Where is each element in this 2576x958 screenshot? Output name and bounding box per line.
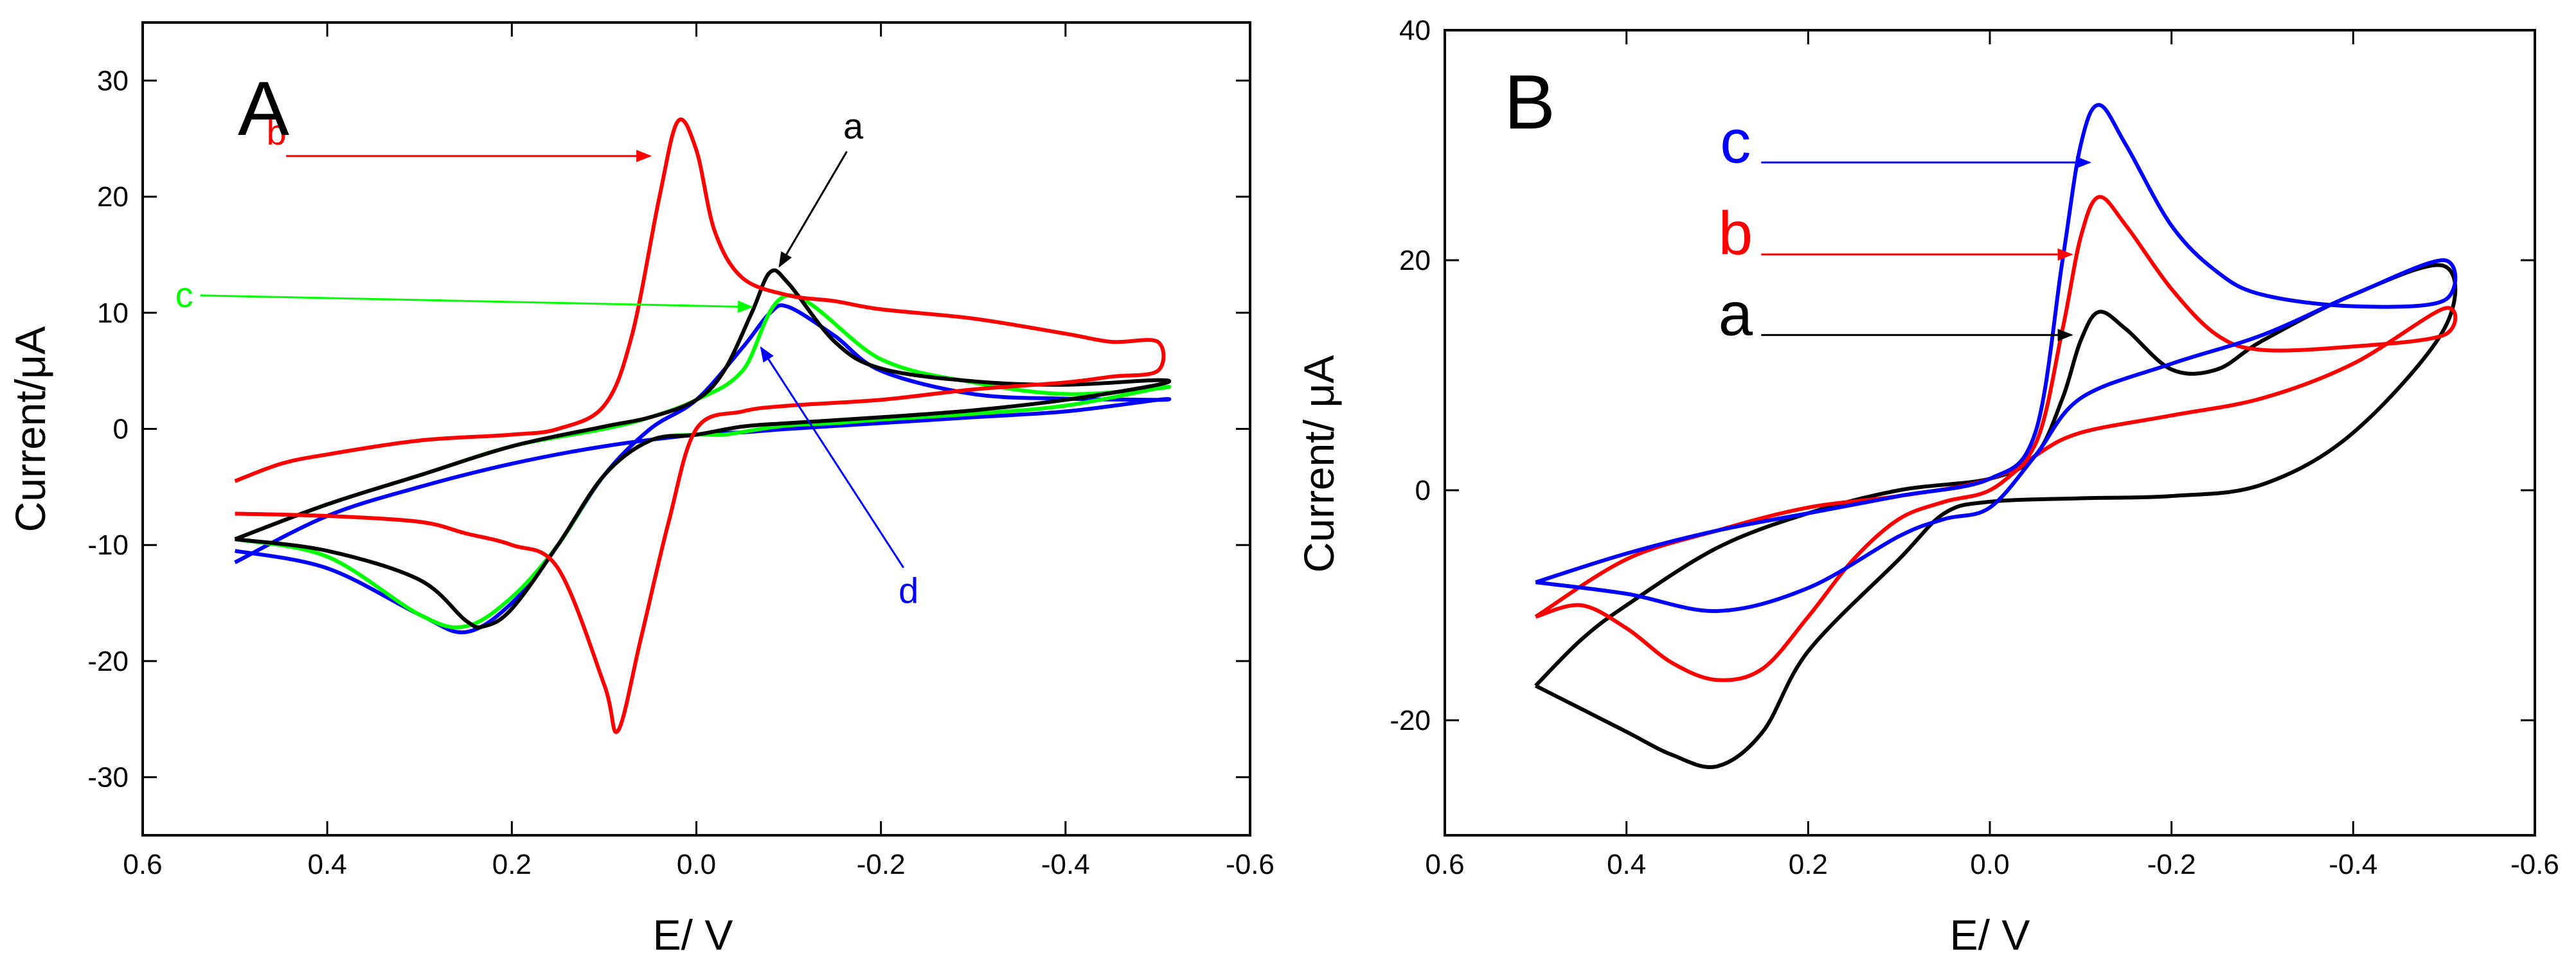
panel-a-annotation-a-arrow (778, 150, 848, 268)
panel-b-grid-ticks (1444, 29, 2536, 835)
panel-b-x-tick-label: -0.4 (2329, 849, 2377, 880)
panel-b-x-axis-title: E/ V (1950, 911, 2030, 958)
panel-a-x-tick-label: 0.6 (123, 849, 162, 880)
panel-b-y-tick-label: 20 (1399, 245, 1431, 276)
panel-a-y-axis-title: Current/μA (6, 326, 54, 532)
panel-a-y-tick-label: -20 (87, 646, 129, 677)
panel-b-letter: B (1504, 59, 1555, 145)
panel-b-y-tick-label: 40 (1399, 15, 1431, 46)
panel-a-x-tick-label: -0.2 (857, 849, 906, 880)
panel-a-series-c-line (234, 293, 1172, 630)
panel-b-x-tick-label: -0.2 (2147, 849, 2196, 880)
panel-b-tick-labels: 0.6 0.4 0.2 0.0 -0.2 -0.4 -0.6 -20 0 20 40 (1390, 15, 2559, 880)
panel-a-y-tick-label: 10 (97, 297, 129, 329)
panel-a-x-axis-title: E/ V (653, 911, 733, 958)
panel-b-y-axis-title: Current/ μA (1295, 355, 1343, 573)
panel-a-x-tick-label: -0.6 (1226, 849, 1275, 880)
panel-b-annotations: cba (1719, 107, 2091, 348)
panel-a-annotation-a-label: a (843, 106, 864, 146)
panel-b-x-tick-label: 0.2 (1789, 849, 1828, 880)
panel-a-letter: A (238, 66, 289, 152)
panel-a-series-a-line (234, 268, 1172, 630)
panel-b-annotation-c-label: c (1720, 107, 1751, 176)
panel-b-annotation-b-label: b (1719, 199, 1753, 268)
panel-b-x-tick-label: -0.6 (2510, 849, 2559, 880)
panel-a-tick-labels: 0.6 0.4 0.2 0.0 -0.2 -0.4 -0.6 -30 -20 -10 0 10 20 30 (87, 65, 1275, 880)
panel-a-x-tick-label: 0.4 (308, 849, 347, 880)
panel-a-annotation-c-label: c (175, 274, 193, 315)
panel-b-annotation-a-label: a (1719, 279, 1753, 348)
panel-b-y-tick-label: -20 (1390, 705, 1431, 736)
panel-b-x-tick-label: 0.4 (1607, 849, 1646, 880)
panel-b-series-a-line (1534, 263, 2458, 769)
panel-b-x-tick-label: 0.6 (1425, 849, 1464, 880)
panel-b-y-tick-label: 0 (1415, 475, 1431, 506)
panel-a-y-tick-label: -10 (87, 529, 129, 561)
panel-a: a b c d 0.6 0.4 0.2 0.0 -0.2 -0.4 -0.6 -30 -20 -10 0 1… (6, 21, 1275, 958)
panel-a-x-tick-label: 0.2 (492, 849, 532, 880)
panel-a-y-tick-label: -30 (87, 762, 129, 794)
panel-b: cba 0.6 0.4 0.2 0.0 -0.2 -0.4 -0.6 -20 0 20 40 B E… (1295, 15, 2559, 958)
panel-a-y-tick-label: 0 (113, 414, 129, 445)
panel-a-annotation-d-label: d (899, 571, 918, 611)
panel-b-series-b-line (1534, 195, 2458, 682)
panel-a-x-tick-label: -0.4 (1041, 849, 1090, 880)
panel-a-annotation-d-arrow (760, 346, 905, 569)
panel-a-annotation-b-label: b (267, 112, 287, 152)
panel-a-y-tick-label: 20 (97, 181, 129, 213)
panel-a-grid-ticks (141, 22, 1251, 835)
panel-a-x-tick-label: 0.0 (677, 849, 716, 880)
panel-b-x-tick-label: 0.0 (1970, 849, 2009, 880)
panel-a-annotation-c-arrow (200, 294, 754, 313)
panel-b-series-c-line (1535, 103, 2458, 614)
panel-a-annotations: a b c d (175, 106, 919, 611)
panel-a-y-tick-label: 30 (97, 65, 129, 96)
panel-a-series-b-line (234, 118, 1166, 734)
panel-b-series (1534, 103, 2458, 769)
panel-b-plot-frame (1444, 29, 2536, 837)
panel-a-series (234, 118, 1172, 734)
